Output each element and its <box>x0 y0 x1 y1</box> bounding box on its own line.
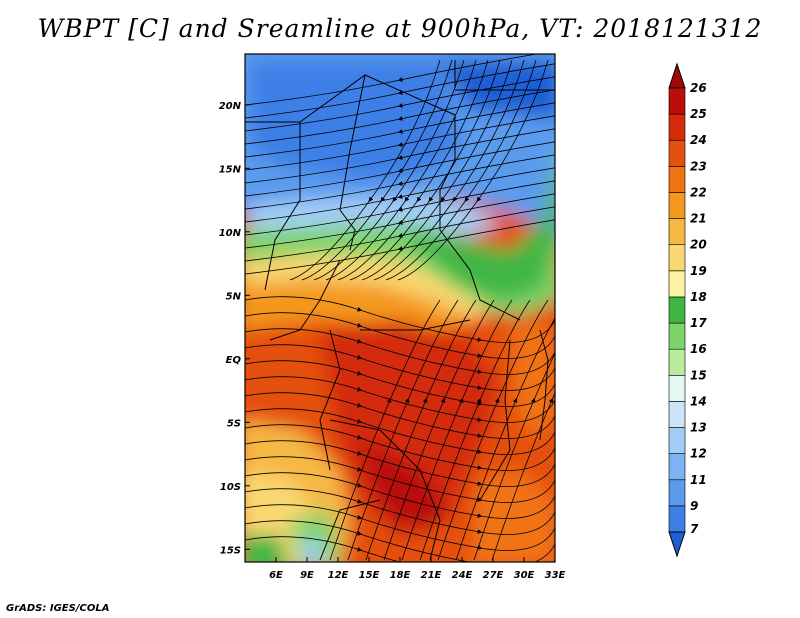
lat-tick-label: 5N <box>226 291 242 302</box>
streamline <box>455 317 555 561</box>
colorbar-label: 14 <box>690 394 707 408</box>
colorbar: 7 9 11 12 13 14 15 16 17 18 19 20 21 22 23 24 25 26 <box>668 62 707 558</box>
lat-tick-label: 10N <box>219 228 242 239</box>
streamline <box>289 59 441 281</box>
colorbar-label: 22 <box>690 185 707 199</box>
colorbar-swatch <box>668 192 686 219</box>
colorbar-swatch <box>668 374 686 402</box>
streamline <box>437 299 549 561</box>
streamline <box>349 59 501 281</box>
lon-tick-label: 30E <box>514 570 535 581</box>
streamline <box>245 128 555 184</box>
colorbar-swatch <box>668 401 686 428</box>
lon-tick-label: 24E <box>452 570 473 581</box>
streamline <box>245 76 555 132</box>
lon-tick-label: 18E <box>390 570 411 581</box>
streamline <box>245 536 555 562</box>
country-borders <box>245 60 555 561</box>
lat-tick-label: 5S <box>227 418 241 429</box>
wbpt-shading <box>245 54 555 562</box>
streamline <box>473 352 555 561</box>
lat-tick-label: 10S <box>220 482 241 493</box>
colorbar-swatch <box>668 479 686 507</box>
colorbar-label: 20 <box>690 238 707 252</box>
chart-title: WBPT [C] and Sreamline at 900hPa, VT: 20… <box>37 14 763 43</box>
streamline <box>329 299 441 561</box>
streamline <box>245 206 555 262</box>
streamline <box>401 299 513 561</box>
axis-ticks: 6E 9E 12E 15E 18E 21E 24E 27E 30E 33E 20N 15N 10N 5N E… <box>219 101 566 581</box>
streamline <box>337 59 489 281</box>
streamline <box>397 59 549 281</box>
streamline <box>245 102 555 158</box>
colorbar-label: 25 <box>690 107 707 121</box>
colorbar-label: 9 <box>690 499 698 513</box>
streamline <box>245 115 555 171</box>
colorbar-swatch <box>668 244 686 272</box>
streamline <box>245 219 555 275</box>
streamline <box>325 59 477 281</box>
colorbar-swatch <box>668 113 686 141</box>
colorbar-label: 26 <box>690 81 707 95</box>
streamline <box>245 54 539 106</box>
colorbar-swatch <box>668 322 686 350</box>
lat-tick-label: 15S <box>220 545 241 556</box>
streamline <box>245 154 555 210</box>
streamline <box>385 59 537 281</box>
colorbar-swatch <box>668 139 686 167</box>
lat-tick-label: EQ <box>226 355 242 366</box>
streamline <box>361 59 513 281</box>
colorbar-label: 21 <box>690 212 707 226</box>
streamline <box>245 180 555 236</box>
lat-tick-label: 20N <box>219 101 242 112</box>
streamline <box>245 141 555 197</box>
lon-tick-label: 12E <box>328 570 349 581</box>
streamline <box>245 89 555 145</box>
lon-tick-label: 33E <box>545 570 566 581</box>
footer-credit: GrADS: IGES/COLA <box>6 603 110 614</box>
lat-tick-label: 15N <box>219 164 242 175</box>
colorbar-label: 13 <box>690 421 707 435</box>
lon-tick-label: 15E <box>359 570 380 581</box>
lon-tick-label: 21E <box>421 570 442 581</box>
colorbar-swatch <box>668 427 686 454</box>
streamline <box>365 299 477 561</box>
colorbar-label: 18 <box>690 290 707 304</box>
colorbar-label: 11 <box>690 473 707 487</box>
colorbar-swatch <box>668 348 686 376</box>
streamline <box>245 63 555 119</box>
colorbar-swatch <box>668 296 686 324</box>
lon-tick-label: 27E <box>483 570 504 581</box>
colorbar-swatch <box>668 87 686 115</box>
lon-tick-label: 9E <box>300 570 314 581</box>
streamline <box>373 59 525 281</box>
streamline <box>245 167 555 223</box>
colorbar-bottom-arrow <box>668 531 686 558</box>
lon-tick-label: 6E <box>269 570 283 581</box>
colorbar-swatch <box>668 270 686 298</box>
streamline <box>301 59 453 281</box>
colorbar-swatch <box>668 166 686 193</box>
colorbar-swatch <box>668 218 686 246</box>
colorbar-label: 19 <box>690 264 707 278</box>
colorbar-label: 17 <box>690 316 707 330</box>
colorbar-label: 16 <box>690 342 707 356</box>
colorbar-label: 7 <box>690 522 699 536</box>
colorbar-swatch <box>668 453 686 481</box>
colorbar-top-arrow <box>668 62 686 89</box>
streamline <box>383 299 495 561</box>
streamline <box>491 392 555 561</box>
colorbar-label: 15 <box>690 368 707 382</box>
colorbar-label: 24 <box>690 133 707 147</box>
colorbar-swatch <box>668 505 686 533</box>
colorbar-label: 12 <box>690 447 707 461</box>
colorbar-label: 23 <box>690 159 707 173</box>
streamline <box>245 193 555 249</box>
